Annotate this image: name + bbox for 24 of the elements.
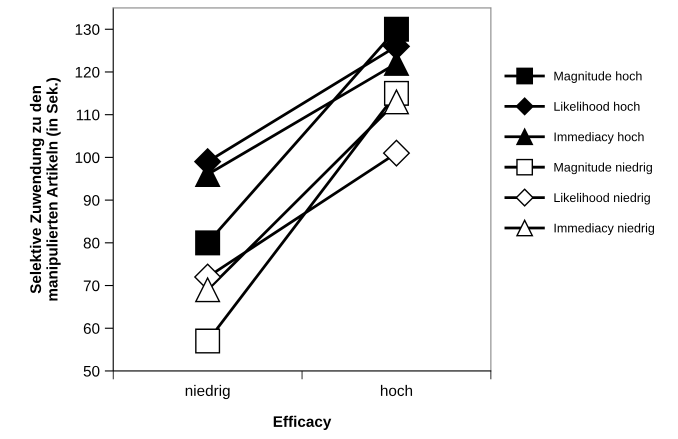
legend-label: Magnitude niedrig — [554, 162, 652, 174]
y-tick-label: 110 — [76, 110, 100, 120]
point — [384, 89, 409, 114]
y-tick-label: 70 — [84, 280, 100, 292]
point — [383, 140, 410, 167]
x-tick-label: niedrig — [186, 384, 230, 400]
y-tick-label: 100 — [76, 152, 100, 164]
y-tick-label: 90 — [84, 194, 100, 206]
legend-label: Magnitude hoch — [554, 71, 642, 83]
point — [195, 328, 220, 354]
legend-label: Immediacy niedrig — [554, 223, 654, 235]
y-tick-label: 80 — [84, 238, 100, 249]
point — [195, 277, 220, 302]
y-tick-label: 120 — [76, 66, 100, 78]
x-axis-title: Efficacy — [274, 416, 332, 430]
y-tick-label: 50 — [84, 366, 100, 377]
x-tick-label: hoch — [380, 384, 412, 396]
point — [195, 230, 220, 256]
legend-label: Likelihood hoch — [554, 102, 640, 111]
y-tick-label: 130 — [76, 24, 100, 35]
legend-label: Likelihood niedrig — [554, 192, 650, 205]
y-tick-label: 60 — [84, 323, 100, 334]
legend-label: Immediacy hoch — [554, 132, 644, 144]
y-axis-title: Selektive Zuwendung zu den manipulierten Artikeln (in Sek.) — [30, 78, 61, 301]
